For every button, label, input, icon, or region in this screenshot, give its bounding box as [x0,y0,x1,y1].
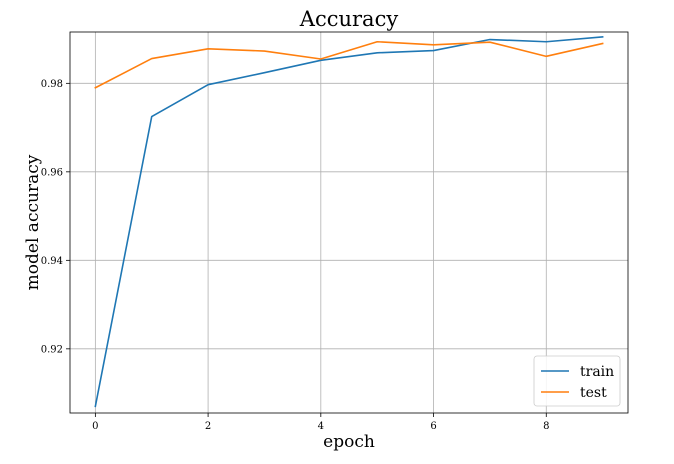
plot-frame [69,31,629,414]
x-axis-title: epoch [323,432,375,452]
x-tick-label: 4 [318,421,324,432]
y-tick-label: 0.98 [41,79,63,90]
series-layer [94,36,604,408]
series-line-test [94,40,604,89]
ticks-layer: 0 2 4 6 8 0.92 0.94 0.96 0.98 [41,79,550,432]
legend-label-train: train [580,364,614,380]
x-tick-label: 6 [430,421,436,432]
x-tick-label: 0 [92,421,98,432]
chart-title: Accuracy [299,7,399,31]
series-line-train [94,36,604,408]
legend-label-test: test [580,385,607,401]
x-tick-label: 2 [205,421,211,432]
legend-box [533,355,621,407]
y-tick-label: 0.96 [41,167,63,178]
y-tick-label: 0.92 [41,344,63,355]
y-tick-label: 0.94 [41,256,63,267]
grid-layer [70,32,628,413]
y-axis-title: model accuracy [23,154,43,290]
x-tick-label: 8 [543,421,549,432]
legend: train test [533,355,621,407]
